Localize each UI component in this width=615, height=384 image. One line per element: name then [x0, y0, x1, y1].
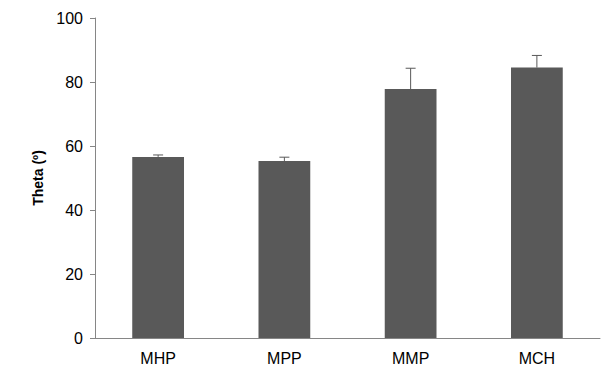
svg-text:MHP: MHP: [140, 350, 176, 367]
svg-text:0: 0: [74, 330, 83, 347]
svg-text:100: 100: [56, 10, 83, 27]
svg-text:MCH: MCH: [519, 350, 555, 367]
svg-text:40: 40: [65, 202, 83, 219]
svg-text:MMP: MMP: [392, 350, 429, 367]
svg-text:20: 20: [65, 266, 83, 283]
svg-text:MPP: MPP: [267, 350, 302, 367]
svg-text:Theta (º): Theta (º): [30, 150, 46, 206]
svg-text:60: 60: [65, 138, 83, 155]
svg-text:80: 80: [65, 74, 83, 91]
